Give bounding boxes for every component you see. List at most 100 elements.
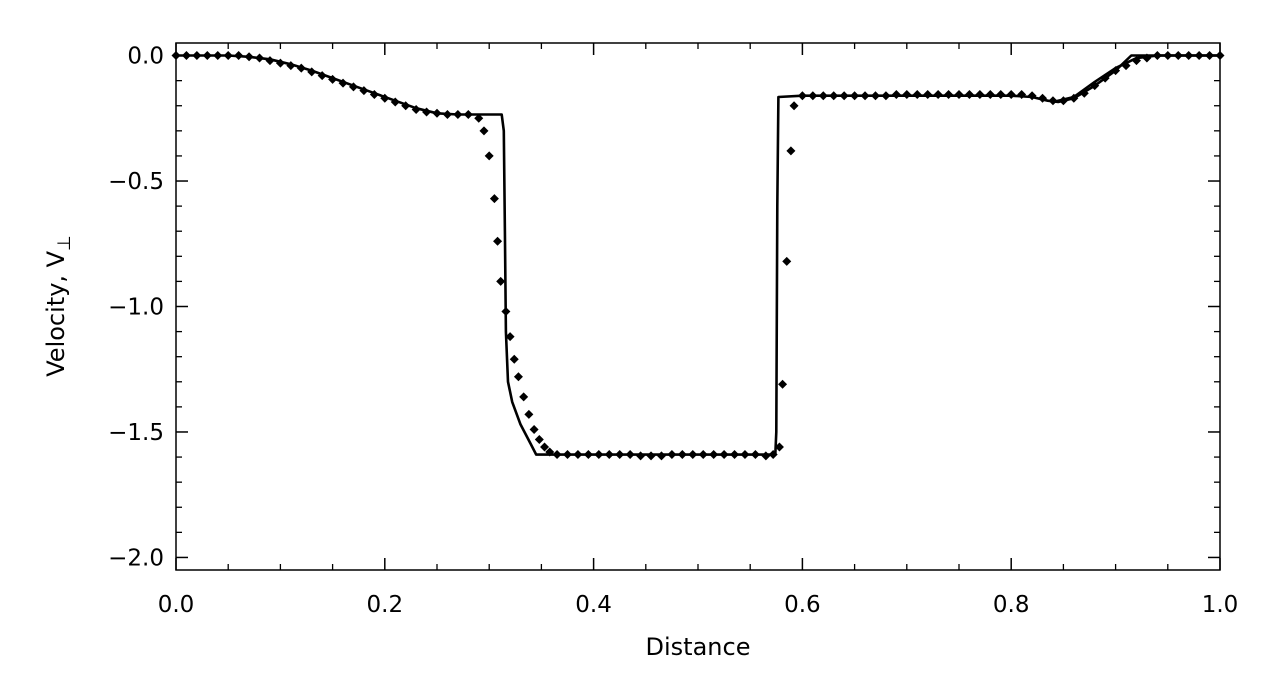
- data-point-diamond: [348, 82, 358, 92]
- data-point-diamond: [709, 450, 719, 460]
- data-point-diamond: [545, 447, 555, 457]
- data-point-diamond: [529, 424, 539, 434]
- data-point-diamond: [463, 110, 473, 120]
- data-point-diamond: [1100, 73, 1110, 83]
- data-point-diamond: [975, 89, 985, 99]
- data-point-diamond: [202, 51, 212, 61]
- data-point-diamond: [839, 91, 849, 101]
- data-point-diamond: [213, 51, 223, 61]
- data-point-diamond: [789, 101, 799, 111]
- data-point-diamond: [369, 89, 379, 99]
- x-tick-label: 0.2: [367, 592, 404, 618]
- y-axis-label-main: Velocity, V: [42, 250, 70, 376]
- axis-ticks: [175, 43, 1221, 570]
- data-point-diamond: [656, 451, 666, 461]
- data-point-diamond: [808, 91, 818, 101]
- data-point-diamond: [698, 450, 708, 460]
- data-point-diamond: [1027, 91, 1037, 101]
- data-point-diamond: [442, 110, 452, 120]
- data-point-diamond: [1079, 88, 1089, 98]
- data-point-diamond: [317, 71, 327, 81]
- y-tick-label: −2.0: [108, 545, 164, 571]
- data-point-diamond: [484, 151, 494, 161]
- data-point-diamond: [850, 91, 860, 101]
- data-point-diamond: [328, 74, 338, 84]
- data-point-diamond: [954, 89, 964, 99]
- data-point-diamond: [912, 89, 922, 99]
- data-point-diamond: [479, 126, 489, 136]
- data-point-diamond: [730, 450, 740, 460]
- data-point-diamond: [432, 108, 442, 118]
- data-point-diamond: [223, 51, 233, 61]
- data-point-diamond: [891, 89, 901, 99]
- data-point-diamond: [286, 61, 296, 71]
- data-point-diamond: [401, 101, 411, 111]
- data-point-diamond: [1111, 66, 1121, 76]
- y-axis-label: Velocity, V⊥: [42, 235, 75, 377]
- data-point-diamond: [688, 450, 698, 460]
- data-point-diamond: [307, 67, 317, 77]
- data-point-diamond: [625, 450, 635, 460]
- data-point-diamond: [244, 52, 254, 62]
- plot-frame: [175, 42, 1221, 571]
- data-point-diamond: [768, 450, 778, 460]
- data-point-diamond: [255, 53, 265, 63]
- data-point-diamond: [489, 194, 499, 204]
- data-point-diamond: [750, 450, 760, 460]
- data-point-diamond: [296, 63, 306, 73]
- data-point-diamond: [534, 435, 544, 445]
- data-point-diamond: [411, 105, 421, 115]
- data-point-diamond: [829, 91, 839, 101]
- data-point-diamond: [604, 450, 614, 460]
- x-tick-label: 0.6: [784, 592, 821, 618]
- y-tick-label: −0.5: [108, 169, 164, 195]
- data-point-diamond: [594, 450, 604, 460]
- data-point-diamond: [524, 409, 534, 419]
- data-point-diamond: [677, 450, 687, 460]
- data-point-diamond: [719, 450, 729, 460]
- data-point-diamond: [1121, 61, 1131, 71]
- data-point-diamond: [964, 89, 974, 99]
- data-point-diamond: [563, 450, 572, 460]
- data-point-diamond: [1006, 89, 1016, 99]
- data-point-diamond: [615, 450, 625, 460]
- data-point-diamond: [1194, 51, 1204, 61]
- data-point-diamond: [501, 307, 511, 317]
- data-point-diamond: [667, 450, 677, 460]
- data-point-diamond: [1090, 81, 1100, 91]
- data-point-diamond: [509, 354, 519, 364]
- x-tick-label: 1.0: [1202, 592, 1239, 618]
- data-point-diamond: [786, 146, 796, 156]
- data-point-diamond: [1131, 56, 1141, 66]
- data-point-diamond: [797, 91, 807, 101]
- x-tick-label: 0.0: [158, 592, 195, 618]
- data-point-diamond: [275, 58, 285, 68]
- data-point-diamond: [1152, 51, 1162, 61]
- data-point-diamond: [996, 89, 1006, 99]
- y-tick-label: −1.0: [108, 295, 164, 321]
- data-point-diamond: [881, 91, 891, 101]
- series-line-0: [176, 54, 1220, 456]
- x-axis-label: Distance: [646, 633, 751, 661]
- data-point-diamond: [1163, 51, 1173, 61]
- data-point-diamond: [1048, 96, 1058, 106]
- data-point-diamond: [923, 89, 933, 99]
- data-point-diamond: [583, 450, 593, 460]
- y-axis-label-subscript: ⊥: [54, 235, 75, 251]
- data-point-diamond: [944, 89, 954, 99]
- data-point-diamond: [265, 56, 275, 66]
- y-tick-label: −1.5: [108, 420, 164, 446]
- x-tick-label: 0.4: [575, 592, 612, 618]
- data-point-diamond: [474, 113, 484, 123]
- data-point-diamond: [1017, 89, 1027, 99]
- tick-labels: 0.0 0.2 0.4 0.6 0.8 1.0 0.0 −0.5 −1.0 −1.5 −2.0: [108, 44, 1238, 618]
- data-point-diamond: [902, 89, 912, 99]
- data-point-diamond: [646, 451, 656, 461]
- data-point-diamond: [552, 450, 562, 460]
- data-marks: [171, 51, 1225, 461]
- data-point-diamond: [519, 392, 529, 402]
- data-point-diamond: [390, 97, 400, 107]
- data-point-diamond: [818, 91, 828, 101]
